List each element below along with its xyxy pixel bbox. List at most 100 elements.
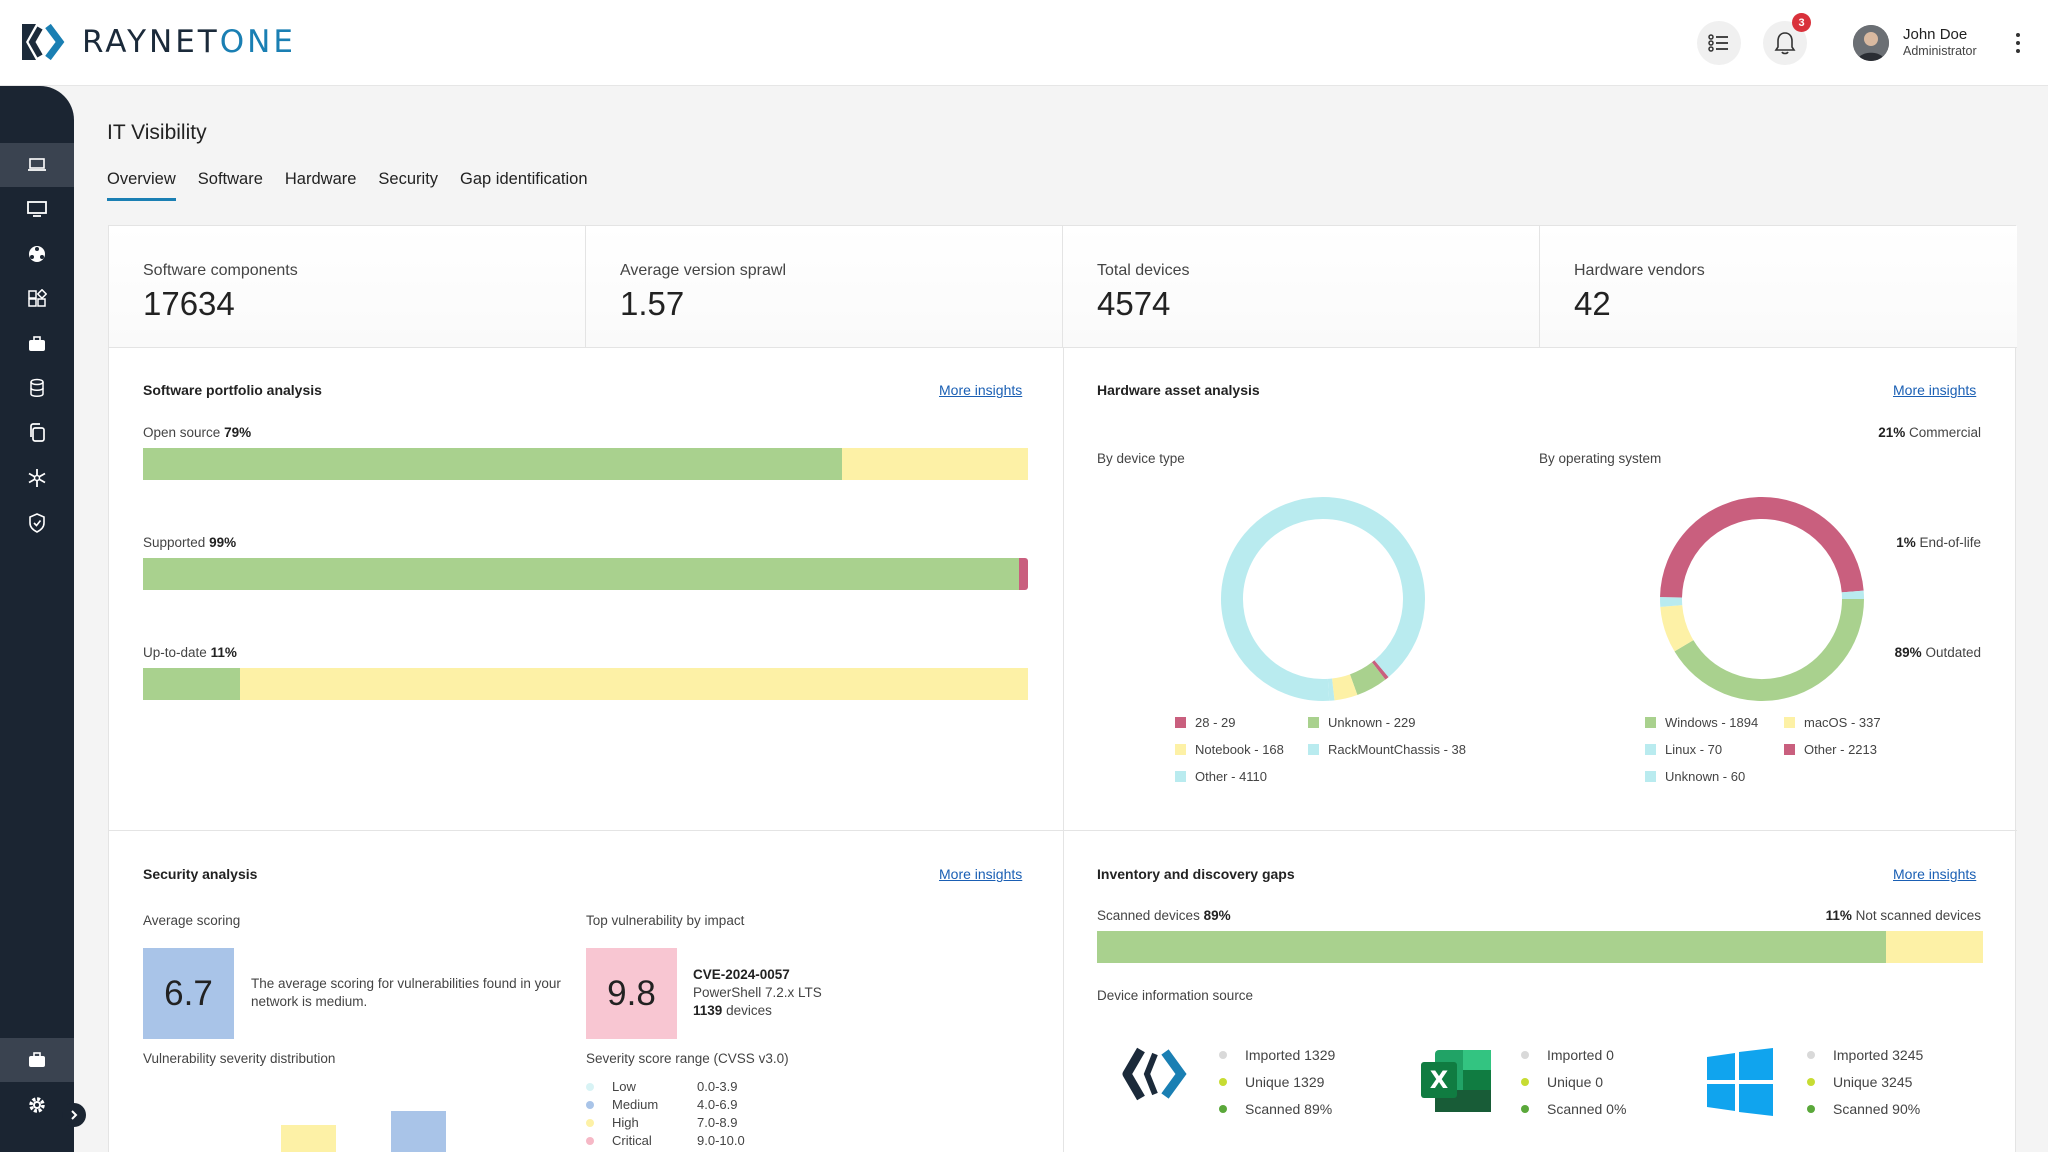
commercial-segment — [842, 448, 1028, 480]
os-slice-other[interactable] — [1660, 497, 1864, 598]
sidebar-item-licenses[interactable] — [0, 411, 74, 455]
tab-bar: Overview Software Hardware Security Gap … — [107, 170, 588, 201]
sidebar-item-it-visibility[interactable] — [0, 143, 74, 187]
sidebar-item-security[interactable] — [0, 501, 74, 545]
top-vulnerability-score-box: 9.8 — [586, 948, 677, 1039]
scanned-devices-label: Scanned devices 89% — [1097, 908, 1231, 923]
sidebar-item-workspace[interactable] — [0, 1038, 74, 1082]
software-more-insights-link[interactable]: More insights — [939, 382, 1023, 398]
tab-hardware[interactable]: Hardware — [284, 170, 357, 188]
notifications-button[interactable]: 3 — [1763, 13, 1811, 65]
raynet-logo[interactable]: RAYNETONE — [18, 20, 296, 64]
by-device-type-label: By device type — [1097, 451, 1185, 466]
stat-value: 17634 — [143, 285, 235, 322]
raynet-logo-icon — [1122, 1047, 1187, 1101]
software-portfolio-title: Software portfolio analysis — [143, 382, 322, 398]
end-of-life-label: 1% End-of-life — [1896, 535, 1981, 550]
copy-icon — [30, 423, 45, 442]
up-to-date-segment — [143, 668, 241, 700]
average-scoring-label: Average scoring — [143, 913, 241, 928]
legend-item: Unknown - 229 — [1308, 715, 1415, 730]
stat-value: 4574 — [1097, 285, 1171, 322]
briefcase-icon — [29, 336, 45, 351]
end-of-life-segment — [1019, 558, 1028, 590]
laptop-icon — [28, 158, 46, 171]
cve-devices: 1139 devices — [693, 1003, 772, 1018]
severity-low: Low 0.0-3.9 — [586, 1079, 737, 1094]
brand-name: RAYNETONE — [82, 24, 296, 60]
top-vulnerability-label: Top vulnerability by impact — [586, 913, 745, 928]
monitor-icon — [27, 201, 47, 217]
by-os-label: By operating system — [1539, 451, 1662, 466]
tab-gap-identification[interactable]: Gap identification — [460, 170, 588, 188]
hardware-analysis-title: Hardware asset analysis — [1097, 382, 1260, 398]
device-type-slice-28-29[interactable] — [1371, 660, 1389, 680]
scanned-segment — [1097, 931, 1886, 963]
hardware-more-insights-link[interactable]: More insights — [1893, 382, 1977, 398]
not-scanned-segment — [1885, 931, 1983, 963]
severity-high: High 7.0-8.9 — [586, 1115, 737, 1130]
open-source-label: Open source 79% — [143, 425, 252, 440]
bell-icon — [1774, 32, 1796, 55]
cve-id[interactable]: CVE-2024-0057 — [693, 967, 790, 982]
snowflake-icon — [28, 469, 46, 487]
sidebar-item-applications[interactable] — [0, 277, 74, 321]
up-to-date-bar — [143, 668, 1028, 700]
apps-icon — [28, 289, 47, 307]
divider — [1063, 347, 1064, 1152]
sidebar-item-network[interactable] — [0, 232, 74, 276]
sidebar — [0, 86, 74, 1152]
average-score-description: The average scoring for vulnerabilities … — [251, 976, 561, 1009]
sidebar-item-integrations[interactable] — [0, 456, 74, 500]
avatar[interactable] — [1853, 25, 1889, 61]
legend-item: Unknown - 60 — [1645, 769, 1745, 784]
stat-label: Hardware vendors — [1574, 262, 1705, 279]
sidebar-item-data[interactable] — [0, 366, 74, 410]
stat-software-components: Software components 17634 — [109, 226, 586, 347]
legend-item: 28 - 29 — [1175, 715, 1235, 730]
gaps-more-insights-link[interactable]: More insights — [1893, 866, 1977, 882]
tab-software[interactable]: Software — [197, 170, 263, 188]
legend-item: Other - 2213 — [1784, 742, 1877, 757]
source-excel-scanned: Scanned 0% — [1521, 1101, 1626, 1117]
device-type-slice-notebook[interactable] — [1331, 674, 1358, 701]
os-slice-macos[interactable] — [1660, 604, 1694, 652]
sidebar-expand-button[interactable] — [62, 1103, 86, 1127]
source-raynet-unique: Unique 1329 — [1219, 1074, 1324, 1090]
os-donut-chart — [1660, 497, 1864, 701]
legend-item: RackMountChassis - 38 — [1308, 742, 1466, 757]
task-list-button[interactable] — [1697, 21, 1741, 65]
source-excel-imported: Imported 0 — [1521, 1047, 1614, 1063]
outdated-label: 89% Outdated — [1894, 645, 1981, 660]
device-type-slice-unknown[interactable] — [1349, 662, 1386, 696]
network-icon — [29, 246, 45, 262]
more-options-button[interactable] — [2010, 28, 2026, 58]
tab-security[interactable]: Security — [378, 170, 439, 188]
source-excel-unique: Unique 0 — [1521, 1074, 1603, 1090]
stat-label: Average version sprawl — [620, 262, 787, 279]
discovery-gaps-title: Inventory and discovery gaps — [1097, 866, 1295, 882]
briefcase-icon — [29, 1052, 45, 1067]
outdated-segment — [240, 668, 1028, 700]
source-raynet-scanned: Scanned 89% — [1219, 1101, 1332, 1117]
stat-hardware-vendors: Hardware vendors 42 — [1540, 226, 2017, 347]
sidebar-item-devices[interactable] — [0, 187, 74, 231]
security-more-insights-link[interactable]: More insights — [939, 866, 1023, 882]
user-photo-icon — [1853, 25, 1889, 61]
chevron-right-icon — [71, 1110, 78, 1120]
device-type-slice-other[interactable] — [1221, 497, 1425, 701]
windows-icon — [1707, 1048, 1773, 1116]
top-bar: RAYNETONE 3 John Doe Administrator — [0, 0, 2048, 86]
user-name[interactable]: John Doe — [1903, 26, 1968, 43]
not-scanned-devices-label: 11% Not scanned devices — [1825, 908, 1981, 923]
device-type-donut-chart — [1221, 497, 1425, 701]
sidebar-item-settings[interactable] — [0, 1083, 74, 1127]
sidebar-item-portfolio[interactable] — [0, 322, 74, 366]
os-slice-windows[interactable] — [1674, 598, 1864, 701]
supported-label: Supported 99% — [143, 535, 237, 550]
commercial-label: 21% Commercial — [1878, 425, 1981, 440]
tab-overview[interactable]: Overview — [107, 170, 176, 201]
scanned-devices-bar — [1097, 931, 1983, 963]
user-role: Administrator — [1903, 44, 1977, 58]
stat-value: 42 — [1574, 285, 1611, 322]
